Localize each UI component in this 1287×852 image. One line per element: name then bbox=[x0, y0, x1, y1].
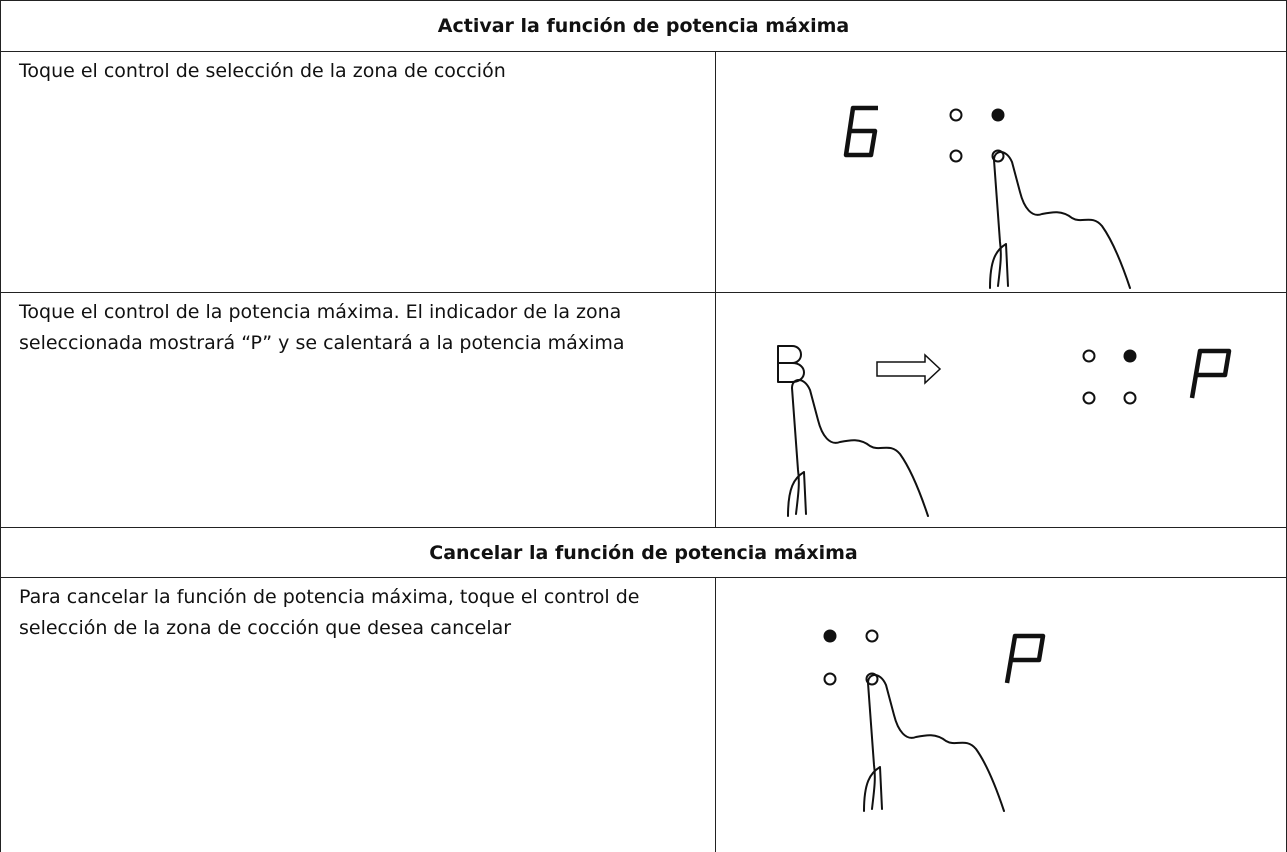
indicator bbox=[865, 672, 879, 686]
display-digit bbox=[1189, 348, 1232, 399]
hand bbox=[863, 674, 1005, 812]
indicator bbox=[865, 629, 879, 643]
indicator bbox=[991, 149, 1005, 163]
hand bbox=[787, 379, 929, 517]
display-digit bbox=[843, 105, 878, 158]
indicator bbox=[823, 629, 837, 643]
indicator bbox=[823, 672, 837, 686]
indicator bbox=[1082, 349, 1096, 363]
arrow bbox=[876, 353, 942, 385]
indicator bbox=[949, 149, 963, 163]
hand bbox=[989, 151, 1131, 289]
section-title: Activar la función de potencia máxima bbox=[0, 0, 1287, 52]
display-digit bbox=[1004, 633, 1046, 684]
indicator bbox=[949, 108, 963, 122]
indicator bbox=[991, 108, 1005, 122]
display-digit bbox=[777, 345, 805, 383]
indicator bbox=[1082, 391, 1096, 405]
indicator bbox=[1123, 349, 1137, 363]
indicator bbox=[1123, 391, 1137, 405]
